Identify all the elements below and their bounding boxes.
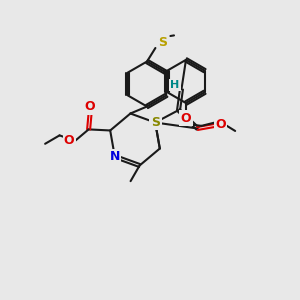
Text: N: N xyxy=(110,150,120,163)
Text: S: S xyxy=(158,35,167,49)
Text: N: N xyxy=(150,116,160,129)
Text: S: S xyxy=(151,116,160,129)
Text: H: H xyxy=(170,80,179,90)
Text: O: O xyxy=(64,134,74,147)
Text: O: O xyxy=(181,112,191,124)
Text: O: O xyxy=(85,100,95,113)
Text: O: O xyxy=(215,118,226,131)
